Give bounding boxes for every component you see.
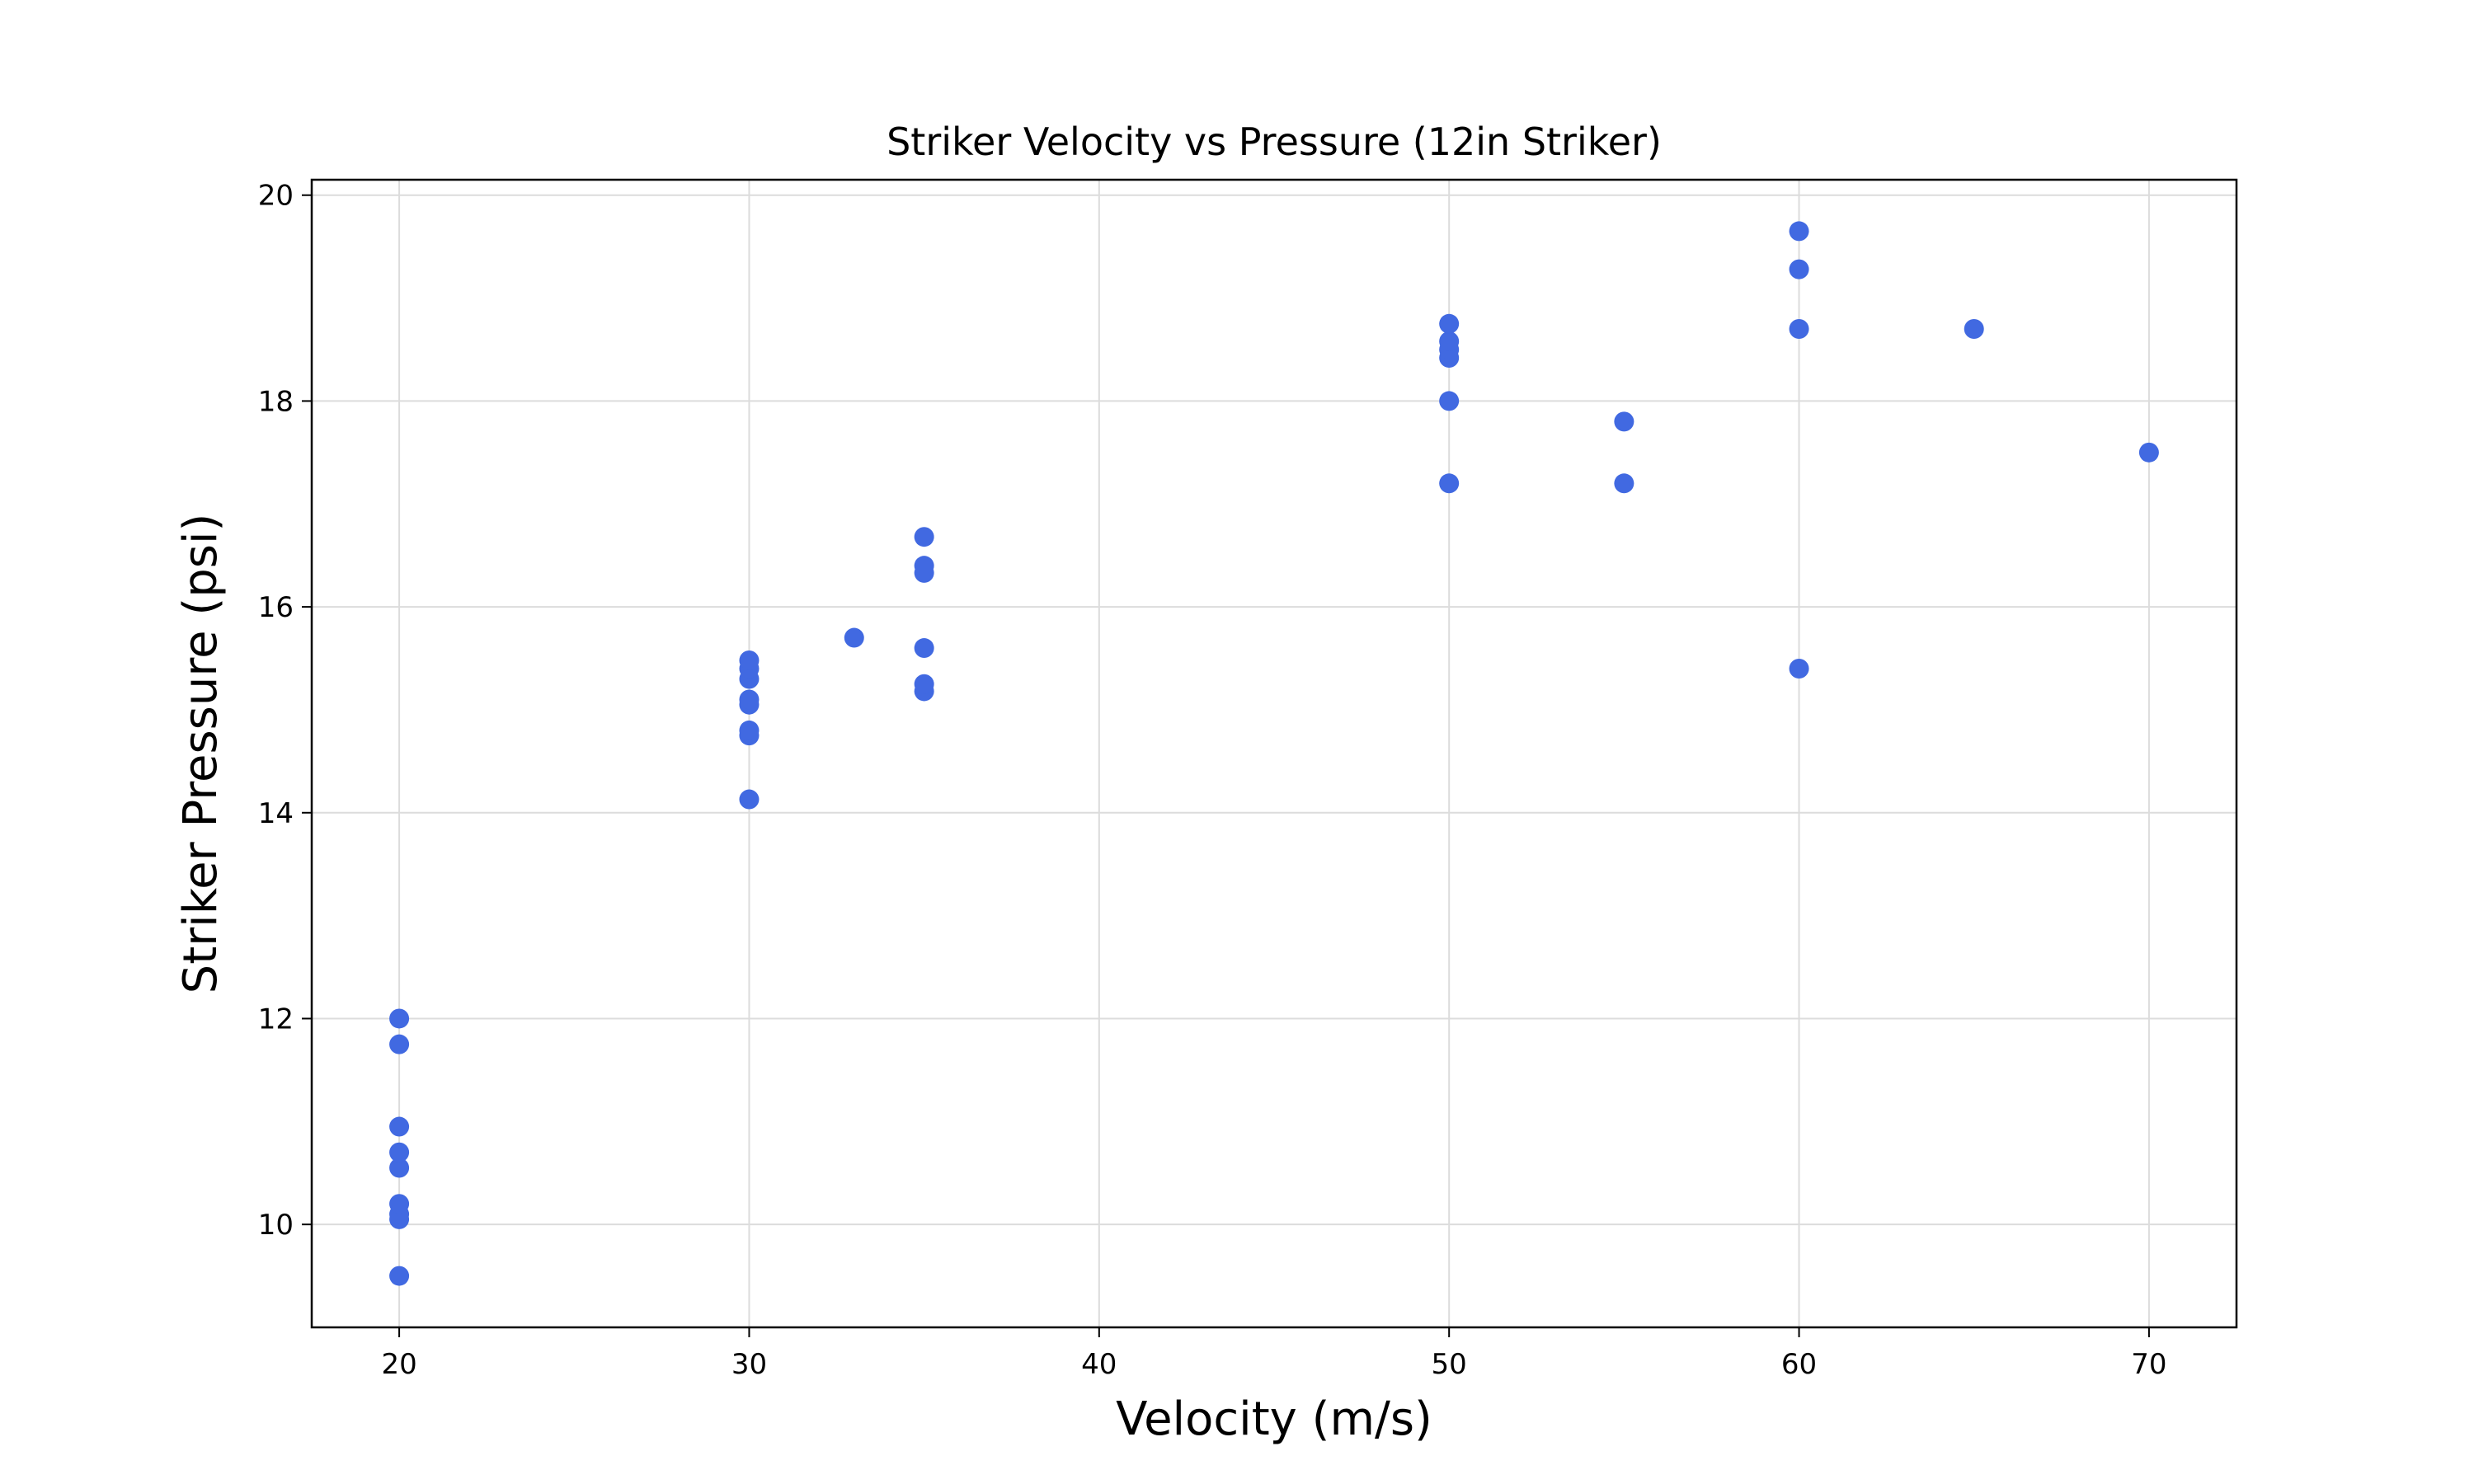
y-tick-label: 20 bbox=[258, 180, 294, 213]
data-point bbox=[389, 1116, 410, 1137]
data-point bbox=[389, 1008, 410, 1029]
data-point bbox=[914, 556, 934, 576]
data-point bbox=[1439, 313, 1460, 334]
data-point bbox=[1439, 391, 1460, 411]
x-tick-label: 30 bbox=[731, 1348, 767, 1381]
data-point bbox=[389, 1266, 410, 1286]
y-axis-label: Striker Pressure (psi) bbox=[174, 514, 228, 994]
y-tick-label: 12 bbox=[258, 1003, 294, 1036]
x-tick-label: 20 bbox=[381, 1348, 416, 1381]
data-point bbox=[1789, 259, 1809, 279]
grid-lines bbox=[312, 180, 2236, 1327]
x-axis-ticks: 20 30 40 50 60 70 bbox=[381, 1327, 2167, 1381]
x-tick-label: 40 bbox=[1081, 1348, 1117, 1381]
data-point bbox=[1614, 411, 1634, 432]
x-tick-label: 70 bbox=[2131, 1348, 2166, 1381]
data-point bbox=[914, 674, 934, 694]
data-point bbox=[389, 1194, 410, 1214]
data-point bbox=[1964, 319, 1984, 340]
data-point bbox=[2138, 442, 2159, 463]
x-tick-label: 50 bbox=[1432, 1348, 1467, 1381]
data-point bbox=[739, 789, 760, 810]
data-point bbox=[739, 689, 760, 710]
y-tick-label: 10 bbox=[258, 1209, 294, 1242]
data-point bbox=[739, 650, 760, 671]
y-axis-ticks: 10 12 14 16 18 20 bbox=[258, 180, 312, 1242]
data-point bbox=[389, 1158, 410, 1178]
plot-frame bbox=[310, 178, 2238, 1329]
x-tick-label: 60 bbox=[1781, 1348, 1817, 1381]
data-point bbox=[914, 527, 934, 547]
data-point bbox=[1614, 473, 1634, 494]
data-point bbox=[1789, 319, 1809, 340]
data-point bbox=[1789, 659, 1809, 679]
data-point bbox=[1789, 221, 1809, 242]
data-point bbox=[1439, 331, 1460, 352]
data-points bbox=[389, 221, 2159, 1286]
data-point bbox=[844, 627, 864, 648]
data-point bbox=[739, 720, 760, 740]
data-point bbox=[389, 1034, 410, 1054]
y-tick-label: 18 bbox=[258, 385, 294, 418]
data-point bbox=[389, 1142, 410, 1162]
x-axis-label: Velocity (m/s) bbox=[1116, 1392, 1432, 1446]
data-point bbox=[1439, 473, 1460, 494]
y-tick-label: 16 bbox=[258, 591, 294, 624]
y-tick-label: 14 bbox=[258, 797, 294, 830]
data-point bbox=[914, 638, 934, 659]
chart-title: Striker Velocity vs Pressure (12in Strik… bbox=[887, 120, 1662, 164]
